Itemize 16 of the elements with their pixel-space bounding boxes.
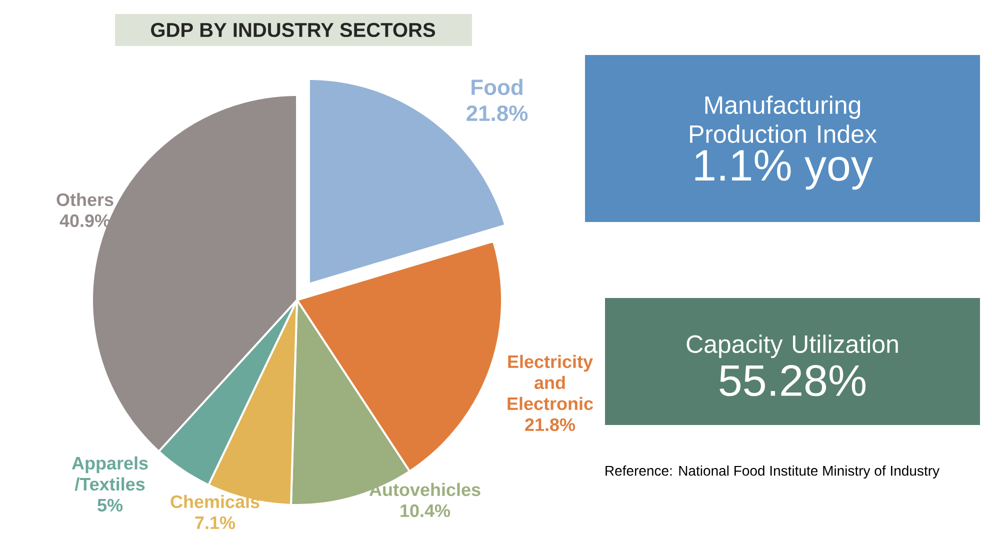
text: Manufacturing Production Index: [690, 96, 877, 143]
text: 55.28%: [720, 365, 866, 396]
slice-label: Others: [56, 192, 114, 206]
text: 1.1% yoy: [695, 150, 873, 190]
slice-label: Electricity and Electronic: [508, 354, 594, 410]
data-label: 7.1%: [195, 516, 236, 530]
data-label: 5%: [98, 498, 123, 512]
text: Capacity Utilization: [686, 334, 898, 358]
text: Reference: National Food Institute Ministry of Industry: [606, 465, 940, 479]
slice-label: Apparels /Textiles: [72, 456, 148, 491]
data-label: 10.4%: [400, 504, 450, 518]
chart-title: GDP BY INDUSTRY SECTORS: [151, 22, 436, 38]
data-label: 21.8%: [466, 105, 528, 122]
slice-label: Food: [472, 78, 522, 96]
data-label: 21.8%: [525, 418, 576, 432]
data-label: 40.9%: [60, 214, 110, 228]
